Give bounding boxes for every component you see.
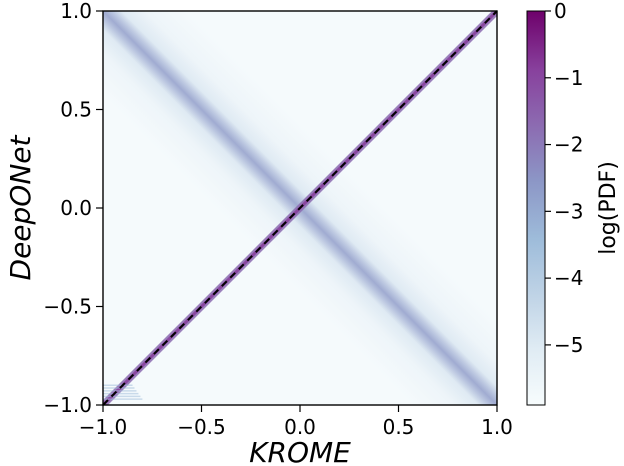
colorbar-tick-label: 0 xyxy=(554,0,567,23)
colorbar-label: log(PDF) xyxy=(596,161,621,255)
y-tick-label: 0.5 xyxy=(60,98,92,122)
colorbar-tick-label: −4 xyxy=(554,266,583,290)
x-axis-label: KROME xyxy=(249,436,351,466)
plot-area xyxy=(102,10,498,406)
colorbar-tick-label: −1 xyxy=(554,66,583,90)
x-tick-label: 1.0 xyxy=(481,415,513,439)
colorbar: 0 −1 −2 −3 −4 −5 log(PDF) xyxy=(526,0,621,406)
y-axis: −1.0 −0.5 0.0 0.5 1.0 xyxy=(43,0,103,417)
y-tick-label: −0.5 xyxy=(43,295,92,319)
x-tick-label: 0.0 xyxy=(284,415,316,439)
colorbar-gradient xyxy=(526,10,546,406)
x-axis: −1.0 −0.5 0.0 0.5 1.0 xyxy=(79,405,513,439)
y-tick-label: 1.0 xyxy=(60,0,92,23)
x-tick-label: −0.5 xyxy=(177,415,226,439)
x-tick-label: 0.5 xyxy=(383,415,415,439)
y-tick-label: 0.0 xyxy=(60,196,92,220)
y-tick-label: −1.0 xyxy=(43,393,92,417)
x-tick-label: −1.0 xyxy=(79,415,128,439)
y-axis-label: DeepONet xyxy=(4,134,37,280)
reference-diagonal-line xyxy=(102,10,498,406)
colorbar-tick-label: −3 xyxy=(554,199,583,223)
colorbar-ticks: 0 −1 −2 −3 −4 −5 xyxy=(545,0,583,357)
colorbar-tick-label: −2 xyxy=(554,133,583,157)
colorbar-tick-label: −5 xyxy=(554,333,583,357)
